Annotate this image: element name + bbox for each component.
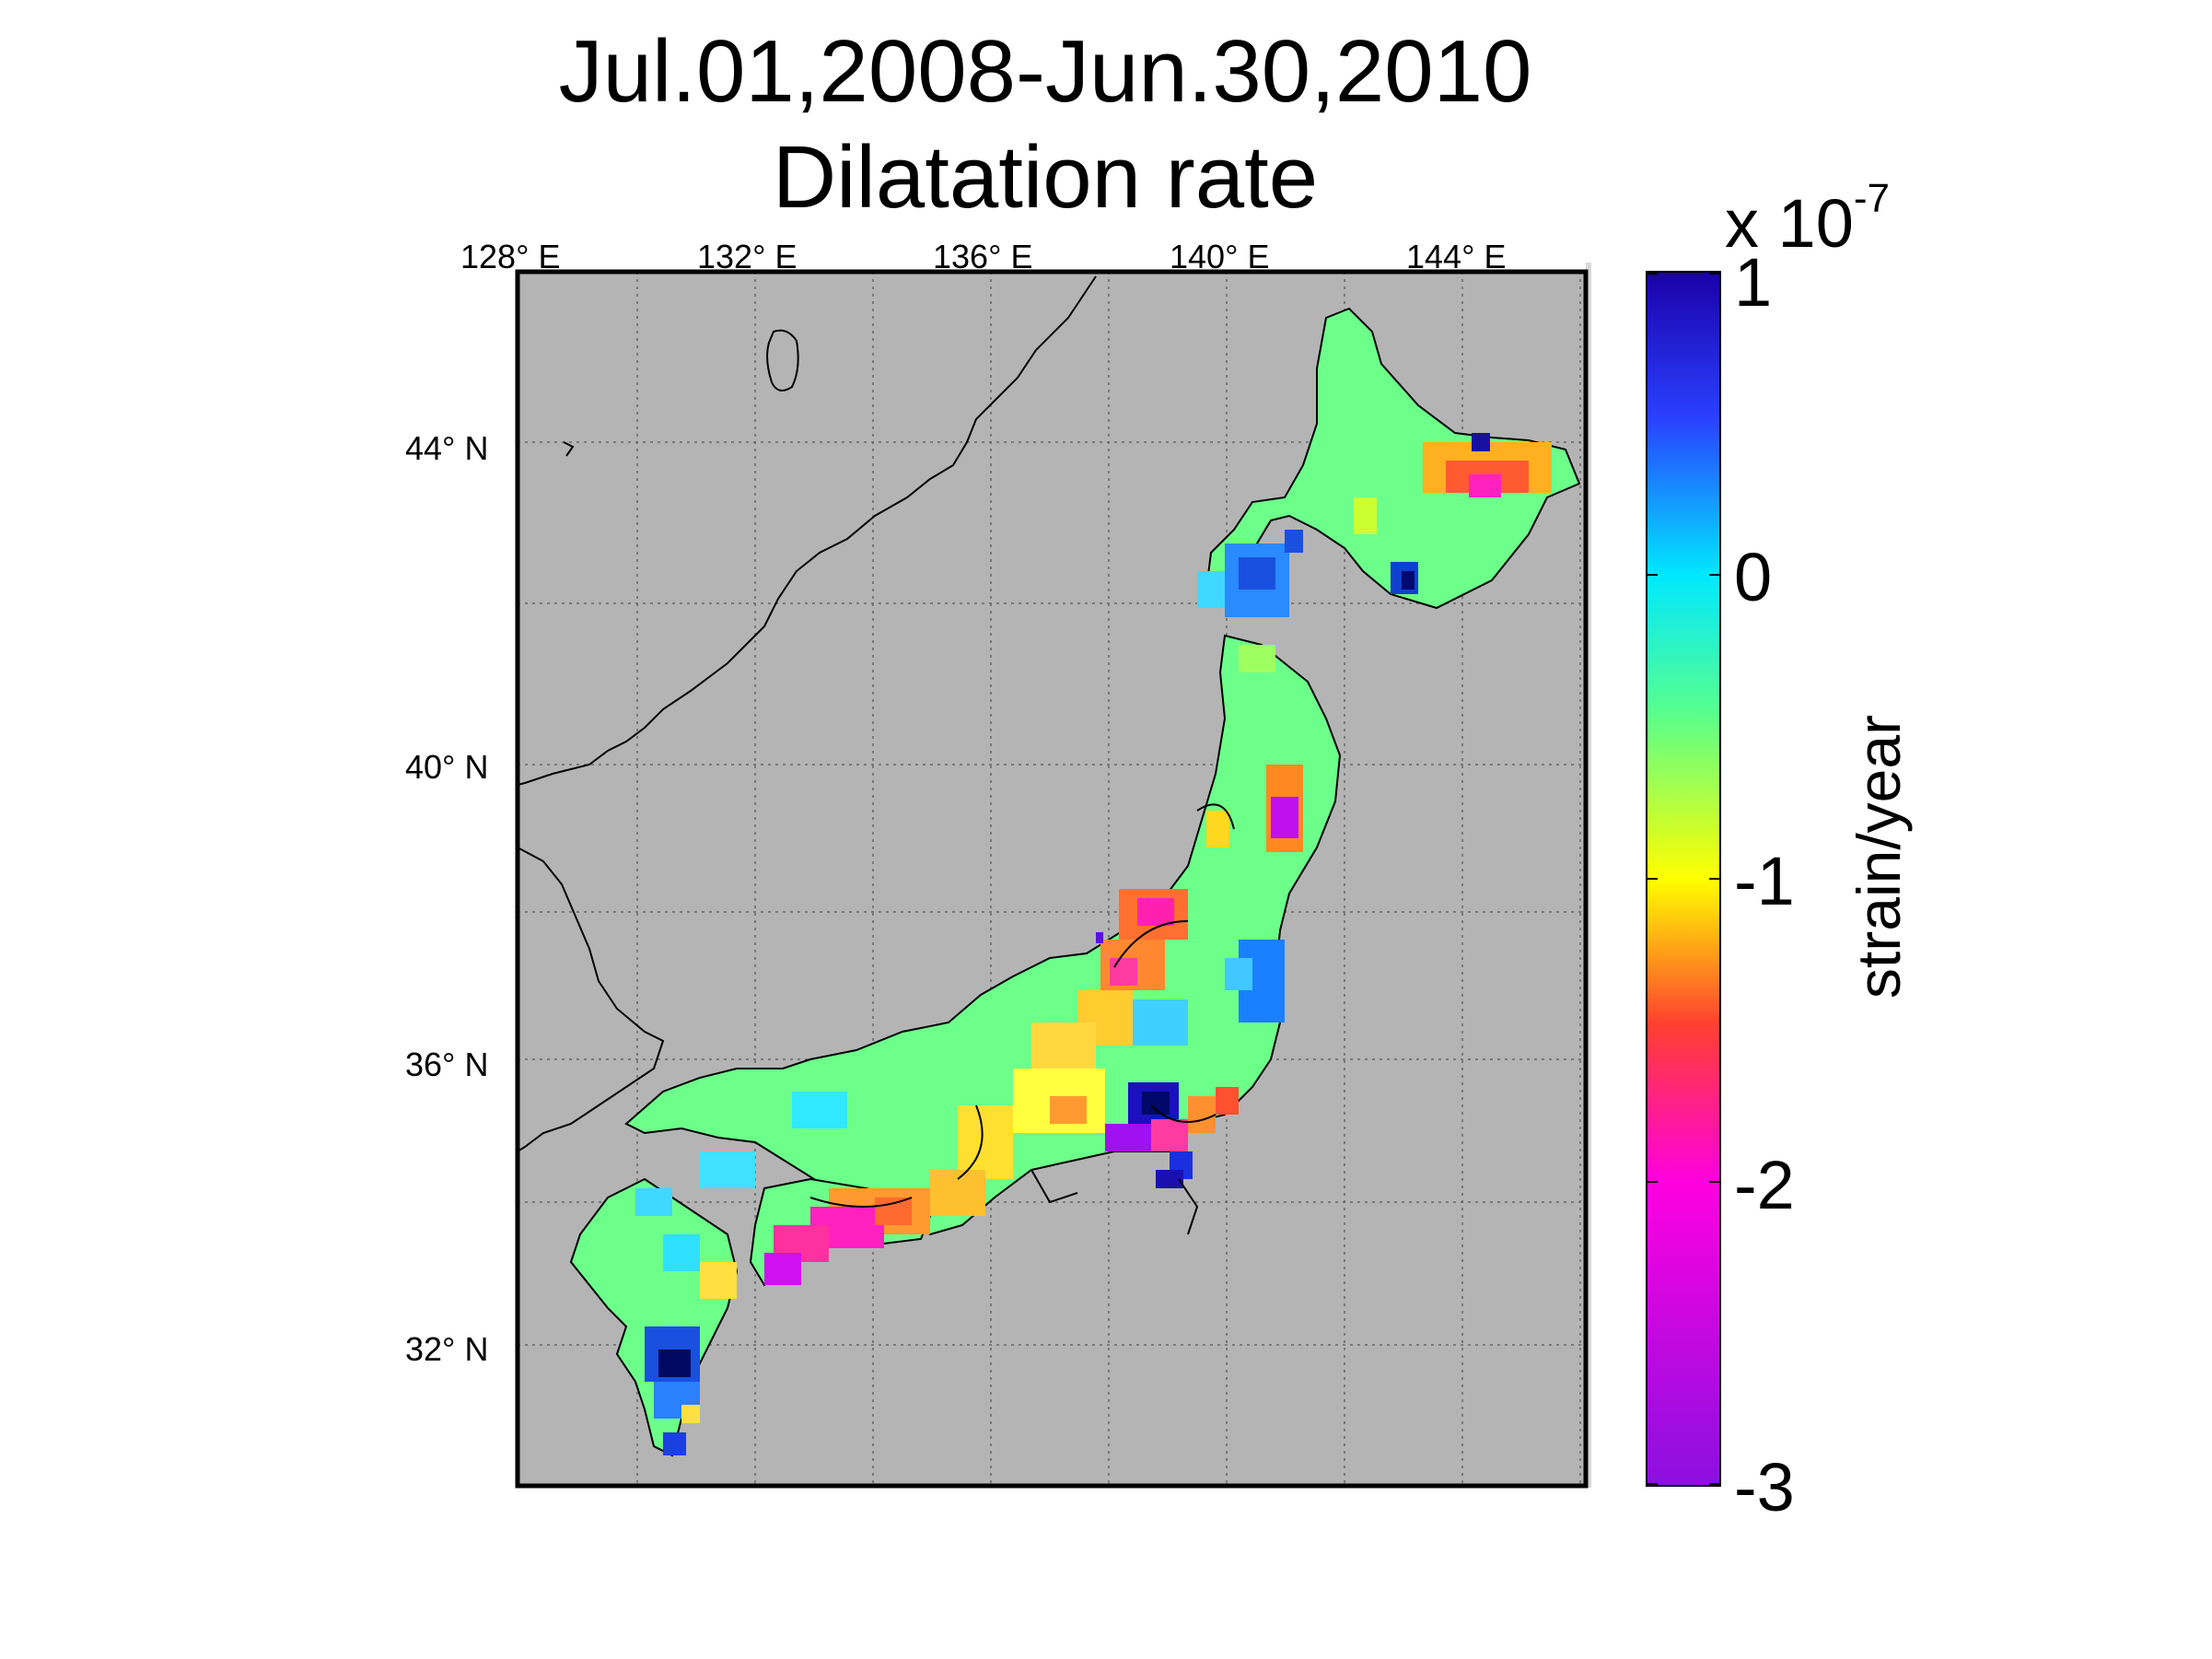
continent-coastline [518,275,1097,1152]
colorbar-frame [1646,271,1721,1487]
strain-field-cells [635,433,1552,1455]
lon-label-128: 128° E [460,238,561,275]
map-title-quantity: Dilatation rate [772,128,1319,227]
map-frame [515,269,1589,1489]
colorbar-tick-minus2: -2 [1734,1147,1795,1223]
colorbar-tick-0: 0 [1734,539,1773,615]
japan-coastline [809,803,1235,1235]
map-title-date-range: Jul.01,2008-Jun.30,2010 [558,22,1532,121]
colorbar-ticks [1647,273,1720,1485]
lat-label-36: 36° N [405,1046,489,1083]
lon-label-132: 132° E [697,238,797,275]
lat-label-44: 44° N [405,429,489,467]
lat-label-32: 32° N [405,1330,489,1368]
colorbar-tick-1: 1 [1734,244,1773,321]
lon-label-136: 136° E [933,238,1033,275]
colorbar-tick-minus3: -3 [1734,1449,1795,1525]
lon-label-140: 140° E [1170,238,1270,275]
lon-label-144: 144° E [1406,238,1507,275]
lat-label-40: 40° N [405,748,489,786]
colorbar-gradient [1647,272,1720,1486]
colorbar-multiplier: x 10-7 [1725,176,1890,262]
colorbar-tick-minus1: -1 [1734,843,1795,919]
colorbar-label: strain/year [1845,714,1913,999]
frame-shadow [1586,263,1591,1488]
